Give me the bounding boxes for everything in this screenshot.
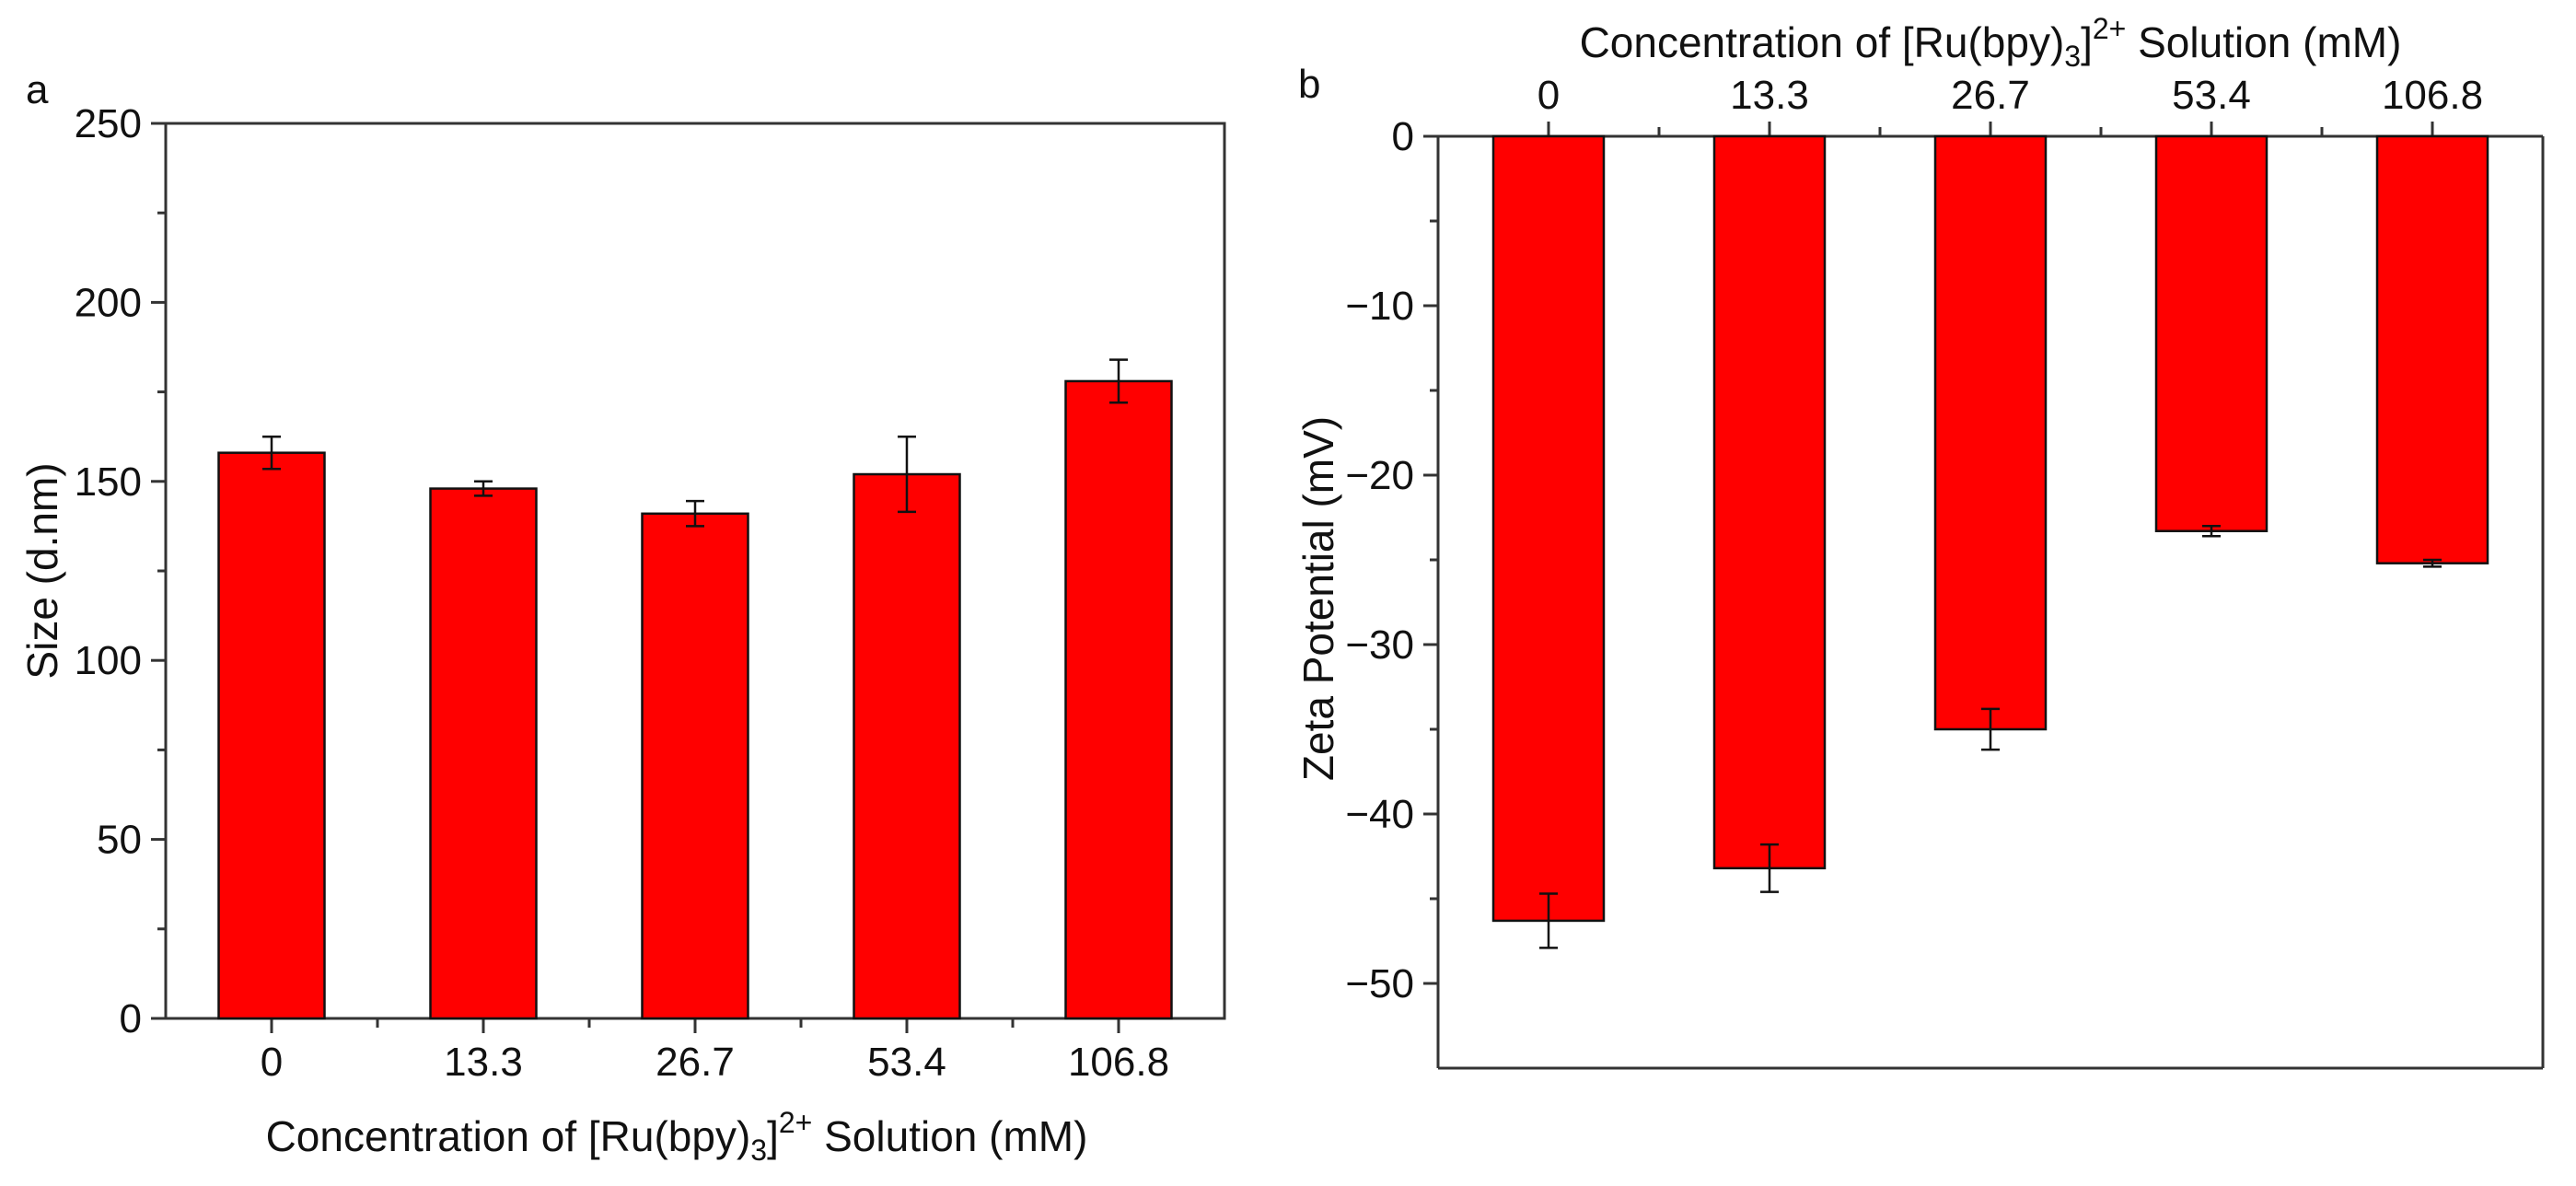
- a-bar: [429, 487, 538, 1020]
- b-y-tick-label: −40: [1345, 792, 1414, 837]
- a-error-bar: [474, 480, 493, 497]
- b-bar: [1491, 134, 1606, 923]
- a-x-tick-label: 0: [261, 1040, 283, 1085]
- b-bar: [1712, 134, 1827, 870]
- panel-b-error-bars: [1539, 524, 2442, 949]
- a-bar: [641, 512, 749, 1020]
- b-error-bar: [1760, 843, 1779, 893]
- panel-a-x-ticks: 0 13.3 26.7 53.4 106.8: [261, 1018, 1169, 1085]
- panel-b-x-label-sub: 3: [2064, 40, 2081, 73]
- a-y-tick-label: 0: [120, 996, 142, 1041]
- b-y-tick-label: −50: [1345, 961, 1414, 1006]
- panel-a-x-label-sup: 2+: [779, 1106, 812, 1139]
- panel-b-x-ticks: 0 13.3 26.7 53.4 106.8: [1537, 73, 2483, 136]
- a-error-bar: [262, 435, 281, 471]
- b-bar: [1933, 134, 2048, 731]
- a-bar: [217, 451, 326, 1020]
- panel-b-x-axis-label: Concentration of [Ru(bpy)3]2+ Solution (…: [1580, 12, 2402, 73]
- b-y-tick-label: −30: [1345, 622, 1414, 668]
- a-error-bar: [898, 435, 916, 514]
- panel-a-y-ticks: 0 50 100 150 200 250: [75, 101, 166, 1041]
- panel-b-label: b: [1298, 62, 1320, 107]
- b-y-tick-label: −10: [1345, 284, 1414, 329]
- panel-b-y-ticks: 0 −10 −20 −30 −40 −50: [1345, 114, 1438, 1006]
- panel-b-bars: [1491, 134, 2489, 923]
- b-y-tick-label: −20: [1345, 453, 1414, 498]
- a-bar: [1064, 379, 1173, 1020]
- panel-a-size-chart: a 0 50 100 150 200 250 0 13.3 26.7 53.4 106.8 Siz…: [18, 67, 1226, 1167]
- b-y-tick-label: 0: [1392, 114, 1414, 159]
- b-error-bar: [1539, 892, 1558, 949]
- panel-b-zeta-chart: b 0 −10 −20 −30 −40 −50 0 13.3 26.7 53.4 106.8 Ze…: [1294, 12, 2545, 1070]
- panel-a-bars: [217, 379, 1173, 1020]
- a-x-tick-label: 26.7: [656, 1040, 735, 1085]
- a-y-tick-label: 250: [75, 101, 142, 146]
- panel-a-x-label-post2: Solution (mM): [812, 1112, 1087, 1160]
- panel-b-x-label-post1: ]: [2081, 18, 2093, 66]
- b-bar: [2375, 134, 2489, 564]
- panel-a-x-label-pre: Concentration of [Ru(bpy): [266, 1112, 751, 1160]
- panel-a-error-bars: [262, 358, 1128, 528]
- panel-a-x-axis-label: Concentration of [Ru(bpy)3]2+ Solution (…: [266, 1106, 1088, 1167]
- a-y-tick-label: 50: [97, 818, 142, 863]
- panel-b-x-label-post2: Solution (mM): [2126, 18, 2401, 66]
- b-error-bar: [1981, 707, 2000, 751]
- panel-b-y-axis-label: Zeta Potential (mV): [1294, 416, 1342, 781]
- a-y-tick-label: 100: [75, 638, 142, 683]
- panel-a-x-label-post1: ]: [767, 1112, 779, 1160]
- b-x-tick-label: 106.8: [2382, 73, 2483, 118]
- a-x-tick-label: 106.8: [1068, 1040, 1169, 1085]
- b-error-bar: [2423, 558, 2442, 568]
- panel-a-y-axis-label: Size (d.nm): [18, 462, 66, 679]
- panel-b-x-label-pre: Concentration of [Ru(bpy): [1580, 18, 2065, 66]
- a-error-bar: [686, 499, 704, 528]
- b-x-tick-label: 26.7: [1951, 73, 2030, 118]
- a-bar: [853, 472, 961, 1020]
- panel-a-label: a: [26, 67, 49, 112]
- a-x-tick-label: 53.4: [867, 1040, 946, 1085]
- a-y-tick-label: 150: [75, 459, 142, 505]
- b-bar: [2154, 134, 2269, 532]
- a-y-tick-label: 200: [75, 280, 142, 325]
- a-x-tick-label: 13.3: [444, 1040, 523, 1085]
- panel-b-x-label-sup: 2+: [2093, 12, 2126, 45]
- panel-a-x-label-sub: 3: [750, 1134, 767, 1167]
- b-error-bar: [2202, 524, 2221, 538]
- b-x-tick-label: 13.3: [1730, 73, 1809, 118]
- b-x-tick-label: 0: [1537, 73, 1560, 118]
- b-x-tick-label: 53.4: [2172, 73, 2251, 118]
- a-error-bar: [1109, 358, 1128, 404]
